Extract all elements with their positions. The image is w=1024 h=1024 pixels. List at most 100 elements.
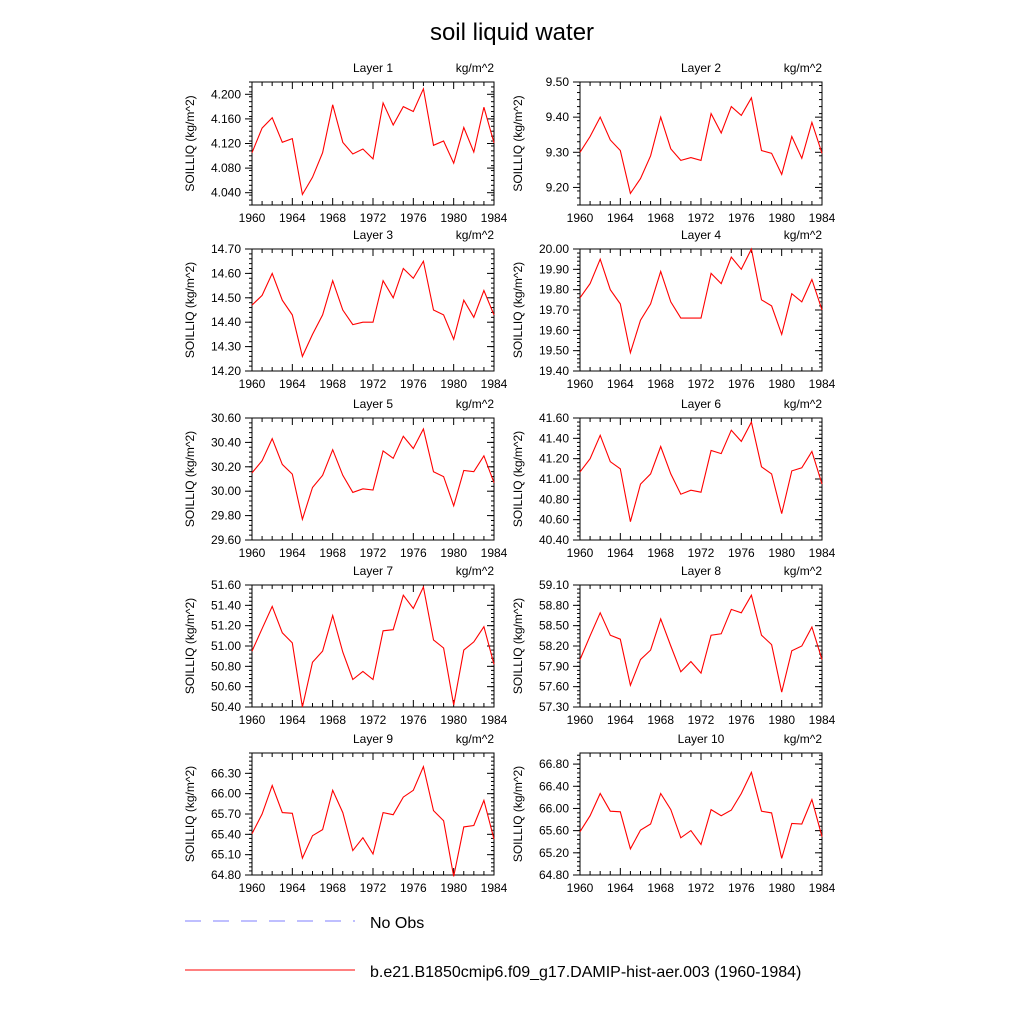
panel-units: kg/m^2 [784, 564, 823, 578]
x-tick-label: 1972 [688, 211, 715, 225]
x-tick-label: 1980 [440, 211, 467, 225]
x-tick-label: 1960 [567, 713, 594, 727]
panels-group: 1960 1964 1968 1972 1976 1980 1984 4.040 4.080 4.… [183, 61, 836, 895]
y-axis-label: SOILLIQ (kg/m^2) [511, 598, 525, 694]
y-tick-label: 30.00 [211, 484, 241, 498]
panel-units: kg/m^2 [784, 732, 823, 746]
x-tick-label: 1984 [481, 546, 508, 560]
x-tick-label: 1976 [400, 211, 427, 225]
y-tick-label: 41.40 [539, 431, 569, 445]
panel-units: kg/m^2 [456, 397, 495, 411]
y-tick-label: 64.80 [539, 868, 569, 882]
x-tick-label: 1964 [279, 713, 306, 727]
x-tick-label: 1972 [360, 881, 387, 895]
y-tick-label: 41.20 [539, 452, 569, 466]
panel-units: kg/m^2 [456, 61, 495, 75]
panel-layer-5: 1960 1964 1968 1972 1976 1980 1984 29.60 29.80 30… [183, 397, 508, 560]
x-tick-label: 1960 [239, 377, 266, 391]
x-tick-label: 1964 [607, 546, 634, 560]
x-tick-label: 1960 [239, 881, 266, 895]
panel-layer-1: 1960 1964 1968 1972 1976 1980 1984 4.040 4.080 4.… [183, 61, 508, 225]
plot-frame-2 [579, 81, 823, 206]
x-tick-label: 1984 [809, 713, 836, 727]
x-tick-label: 1960 [567, 211, 594, 225]
x-tick-label: 1960 [567, 546, 594, 560]
x-tick-label: 1968 [319, 377, 346, 391]
series-line-layer-1 [251, 86, 495, 197]
plot-frame-7 [251, 584, 495, 708]
x-tick-label: 1976 [728, 881, 755, 895]
series-line-layer-3 [251, 259, 495, 359]
y-tick-label: 50.80 [211, 659, 241, 673]
x-tick-label: 1976 [728, 713, 755, 727]
y-tick-label: 29.60 [211, 533, 241, 547]
x-tick-label: 1964 [279, 377, 306, 391]
panel-layer-8: 1960 1964 1968 1972 1976 1980 1984 57.30 57.60 57… [511, 564, 836, 727]
panel-layer-2: 1960 1964 1968 1972 1976 1980 1984 9.20 9.30 9.40… [511, 61, 836, 225]
y-axis-label: SOILLIQ (kg/m^2) [183, 598, 197, 694]
x-tick-label: 1972 [688, 377, 715, 391]
plot-frame-8 [579, 584, 823, 708]
x-tick-label: 1972 [360, 377, 387, 391]
x-tick-label: 1972 [688, 546, 715, 560]
panel-units: kg/m^2 [456, 228, 495, 242]
x-tick-label: 1972 [688, 881, 715, 895]
x-tick-label: 1980 [768, 546, 795, 560]
panel-title: Layer 10 [678, 732, 725, 746]
y-axis-label: SOILLIQ (kg/m^2) [183, 431, 197, 527]
x-tick-label: 1968 [319, 211, 346, 225]
y-tick-label: 58.20 [539, 639, 569, 653]
y-tick-label: 19.40 [539, 364, 569, 378]
x-tick-label: 1980 [768, 713, 795, 727]
x-tick-label: 1972 [360, 211, 387, 225]
x-tick-label: 1984 [481, 881, 508, 895]
y-tick-label: 4.080 [211, 161, 241, 175]
y-tick-label: 4.160 [211, 112, 241, 126]
y-tick-label: 4.200 [211, 87, 241, 101]
y-tick-label: 66.00 [211, 787, 241, 801]
x-tick-label: 1980 [768, 211, 795, 225]
y-tick-label: 20.00 [539, 242, 569, 256]
y-tick-label: 40.40 [539, 533, 569, 547]
y-tick-label: 9.30 [546, 145, 570, 159]
y-tick-label: 14.40 [211, 315, 241, 329]
y-tick-label: 57.60 [539, 680, 569, 694]
legend-model-label: b.e21.B1850cmip6.f09_g17.DAMIP-hist-aer.… [370, 964, 801, 981]
y-tick-label: 59.10 [539, 578, 569, 592]
y-tick-label: 19.90 [539, 262, 569, 276]
y-tick-label: 14.20 [211, 364, 241, 378]
x-tick-label: 1964 [279, 546, 306, 560]
x-tick-label: 1964 [607, 211, 634, 225]
y-tick-label: 14.60 [211, 266, 241, 280]
y-tick-label: 14.30 [211, 340, 241, 354]
panel-layer-6: 1960 1964 1968 1972 1976 1980 1984 40.40 40.60 40… [511, 397, 836, 560]
y-tick-label: 19.80 [539, 283, 569, 297]
panel-title: Layer 6 [681, 397, 721, 411]
x-tick-label: 1968 [647, 377, 674, 391]
x-tick-label: 1968 [319, 881, 346, 895]
legend-no-obs-label: No Obs [370, 915, 424, 932]
x-tick-label: 1976 [728, 211, 755, 225]
y-tick-label: 4.040 [211, 186, 241, 200]
series-line-layer-4 [579, 247, 823, 355]
x-tick-label: 1972 [360, 713, 387, 727]
series-line-layer-10 [579, 770, 823, 859]
x-tick-label: 1980 [768, 377, 795, 391]
x-tick-label: 1960 [239, 211, 266, 225]
y-tick-label: 65.60 [539, 824, 569, 838]
x-tick-label: 1976 [728, 377, 755, 391]
panel-layer-9: 1960 1964 1968 1972 1976 1980 1984 64.80 65.10 65… [183, 732, 508, 895]
panel-title: Layer 2 [681, 61, 721, 75]
x-tick-label: 1980 [440, 546, 467, 560]
x-tick-label: 1984 [809, 546, 836, 560]
plot-frame-6 [579, 417, 823, 541]
legend: No Obs b.e21.B1850cmip6.f09_g17.DAMIP-hi… [185, 915, 801, 981]
x-tick-label: 1980 [440, 713, 467, 727]
y-axis-label: SOILLIQ (kg/m^2) [183, 262, 197, 358]
y-tick-label: 40.60 [539, 513, 569, 527]
y-tick-label: 65.20 [539, 846, 569, 860]
panel-title: Layer 3 [353, 228, 393, 242]
x-tick-label: 1964 [607, 881, 634, 895]
x-tick-label: 1976 [400, 713, 427, 727]
x-tick-label: 1984 [481, 713, 508, 727]
